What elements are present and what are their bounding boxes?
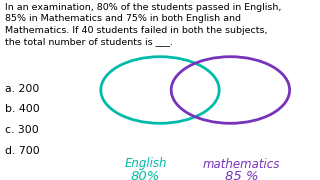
Text: c. 300: c. 300	[5, 125, 38, 135]
Text: d. 700: d. 700	[5, 146, 40, 156]
Text: 85 %: 85 %	[225, 170, 259, 180]
Text: English: English	[124, 158, 167, 170]
Text: b. 400: b. 400	[5, 104, 40, 114]
Text: 80%: 80%	[131, 170, 160, 180]
Text: In an examination, 80% of the students passed in English,
85% in Mathematics and: In an examination, 80% of the students p…	[5, 3, 281, 46]
Text: mathematics: mathematics	[203, 158, 280, 170]
Text: a. 200: a. 200	[5, 84, 39, 94]
